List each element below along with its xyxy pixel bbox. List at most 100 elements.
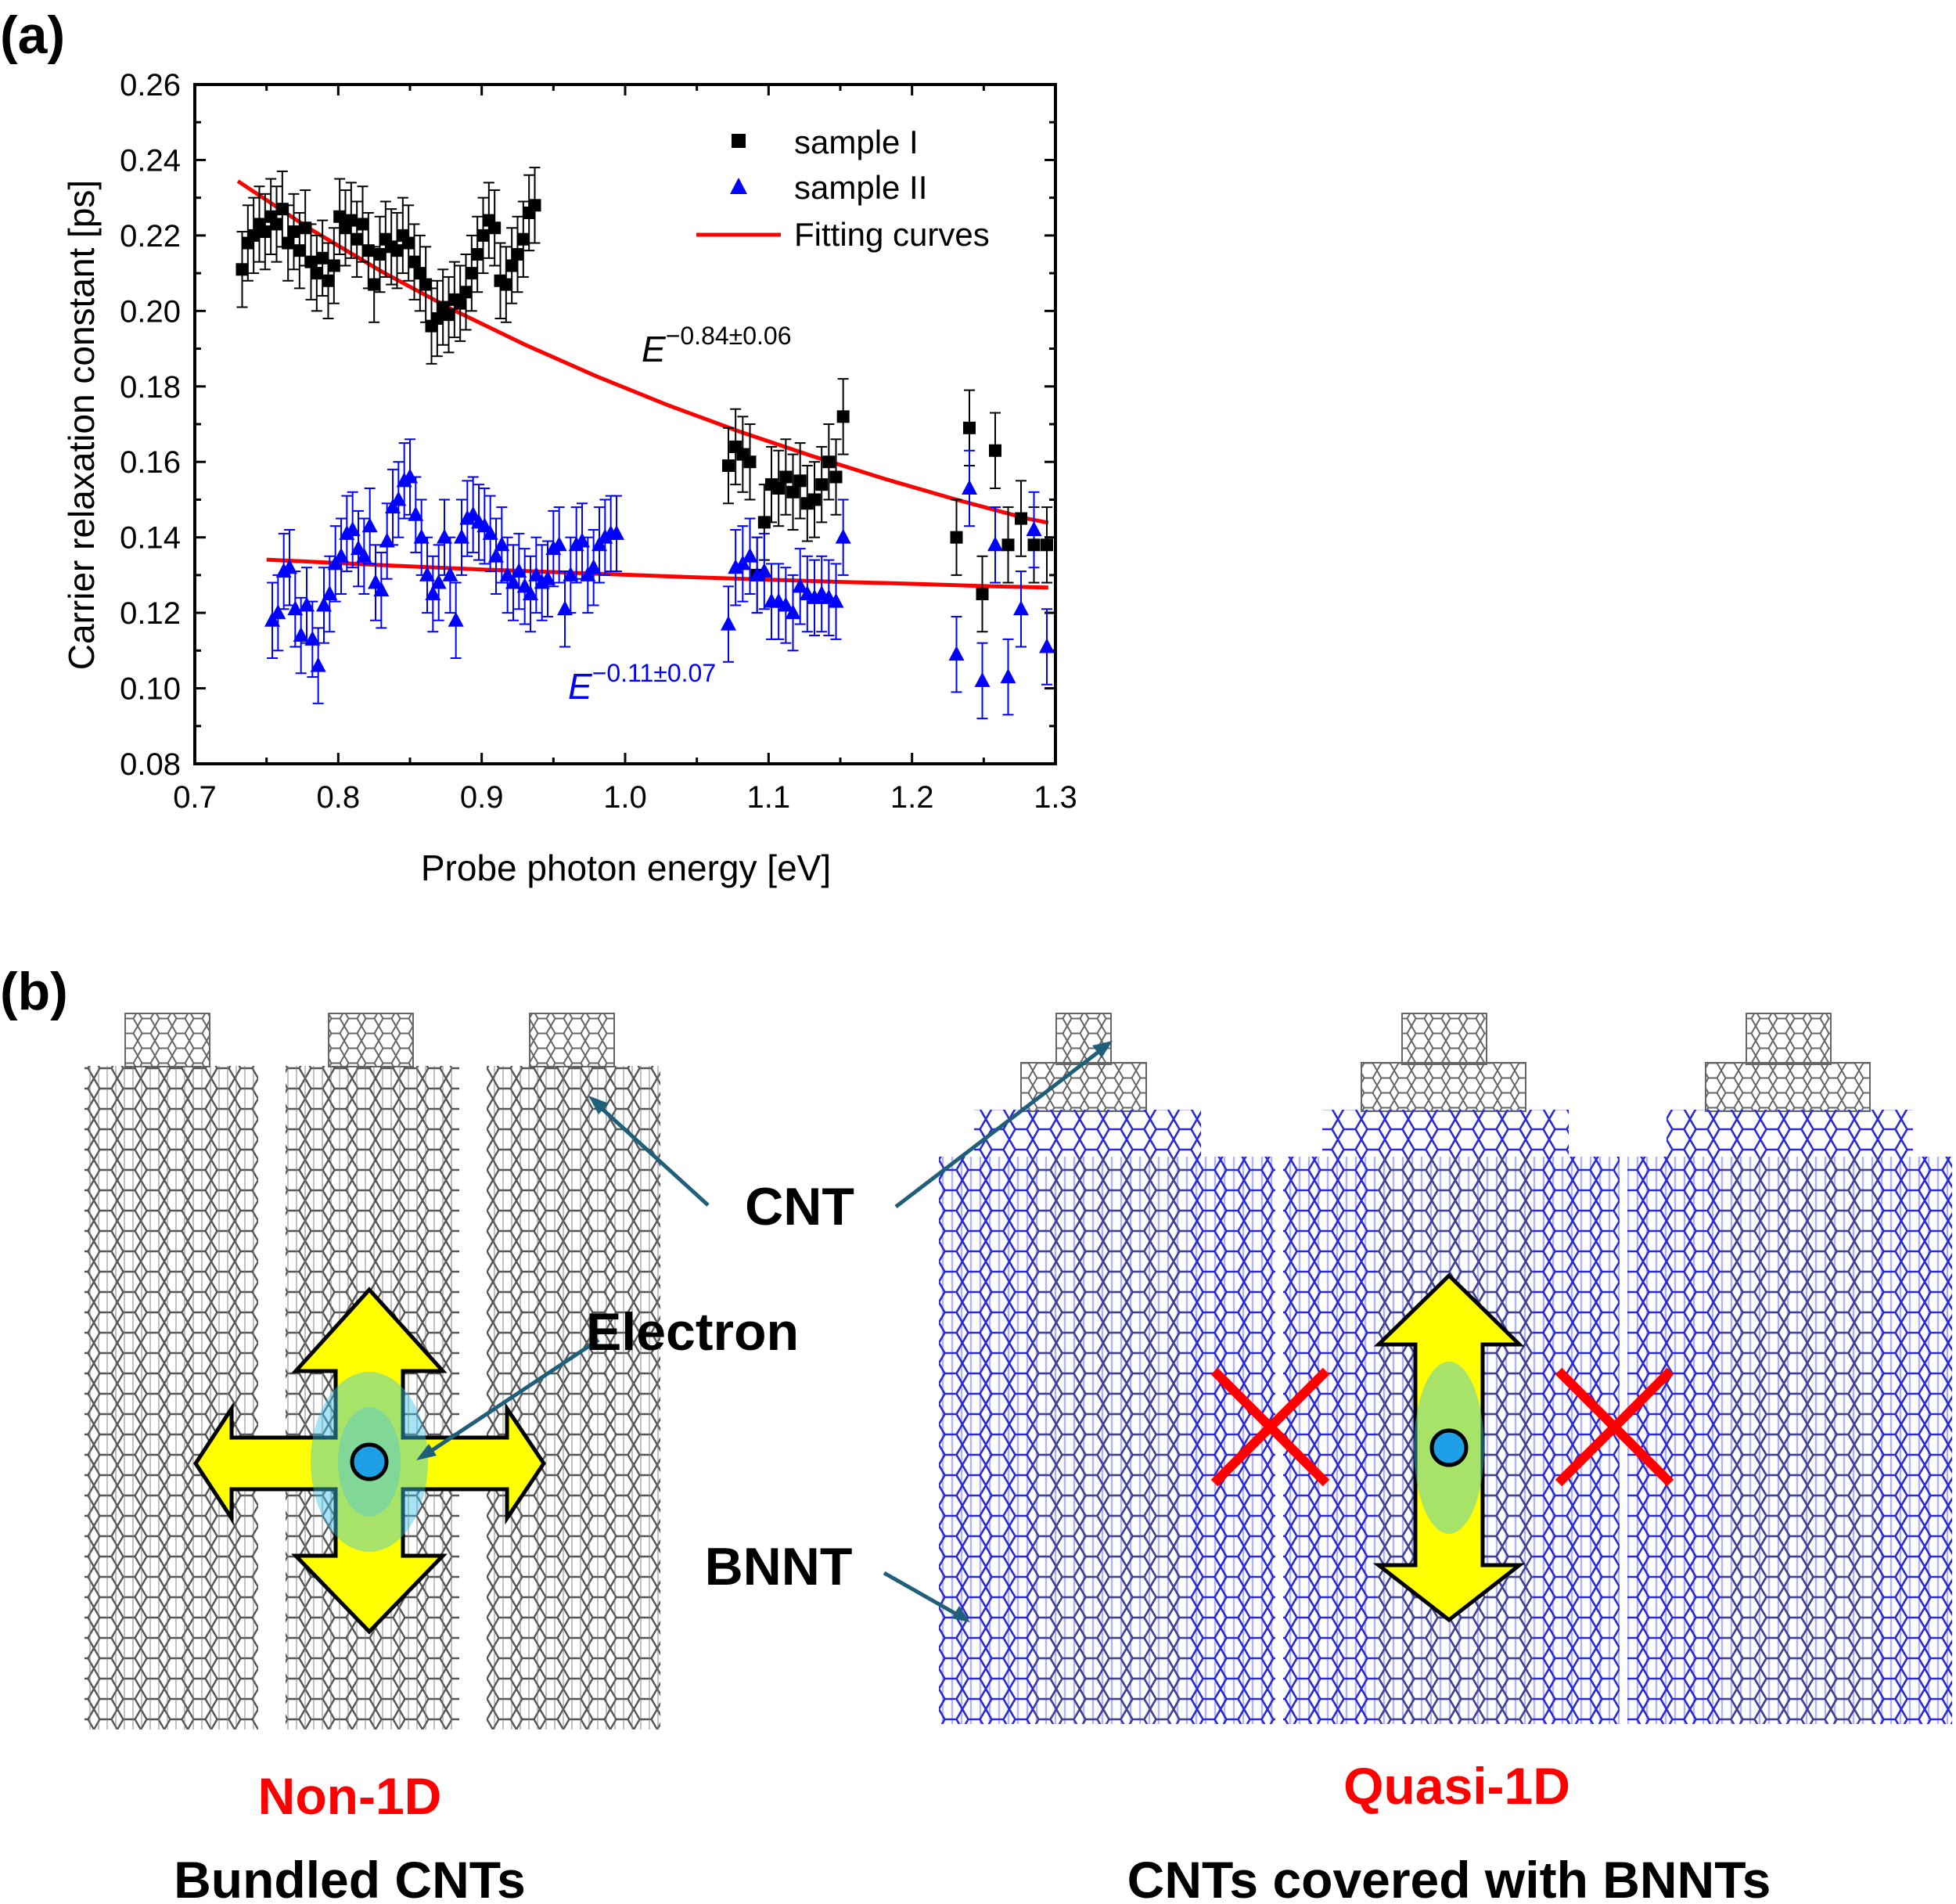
y-tick-label: 0.26 [120,68,181,103]
data-point-sample-i [1015,512,1027,525]
data-point-sample-i [822,455,836,469]
data-point-sample-ii [511,563,527,578]
data-point-sample-ii [442,566,458,581]
data-point-sample-i [299,221,312,235]
data-point-sample-ii [322,585,338,600]
data-points [236,199,1055,687]
data-point-sample-i [1041,538,1053,552]
data-point-sample-i [356,218,369,231]
legend-label-fitting: Fitting curves [794,216,990,253]
data-point-sample-ii [749,566,765,581]
y-tick-label: 0.16 [120,445,181,480]
panel-b-label: (b) [0,962,68,1021]
data-point-sample-ii [1039,638,1055,653]
data-point-sample-i [499,278,512,291]
legend-marker-sample-ii [730,178,747,194]
blocked-cross-icon [1555,1367,1674,1487]
data-point-sample-ii [385,498,401,514]
data-point-sample-i [511,248,524,261]
data-point-sample-i [786,485,800,498]
data-point-sample-ii [585,559,602,574]
data-point-sample-ii [437,528,452,544]
y-tick-label: 0.18 [120,370,181,405]
bundled-cnts-caption: Bundled CNTs [174,1851,526,1904]
cnt-cap [328,1013,414,1067]
pointer-cnt-right [894,1046,1106,1208]
label-pointers [416,1041,1113,1622]
data-point-sample-i [1027,538,1041,552]
cnt-cap [529,1013,615,1067]
data-point-sample-i [471,248,484,261]
y-tick-label: 0.10 [120,672,181,707]
y-tick-label: 0.14 [120,521,181,556]
data-point-sample-i [270,218,283,231]
data-point-sample-i [419,278,433,291]
data-point-sample-i [236,263,249,276]
data-point-sample-i [368,278,381,291]
data-point-sample-i [344,214,358,227]
error-bars [236,167,1052,720]
data-point-sample-ii [540,570,556,585]
data-point-sample-ii [974,671,991,687]
legend-marker-sample-i [732,134,746,148]
y-tick-label: 0.20 [120,294,181,329]
data-point-sample-ii [413,528,430,544]
data-point-sample-ii [408,506,424,521]
data-point-sample-ii [785,604,801,620]
data-point-sample-i [333,210,347,223]
data-point-sample-ii [361,517,378,533]
data-point-sample-i [282,236,295,250]
panel-a-label: (a) [0,5,65,65]
data-point-sample-ii [282,559,297,574]
legend: sample I sample II Fitting curves [696,124,990,253]
data-point-sample-ii [448,611,464,627]
data-point-sample-ii [316,596,332,612]
data-point-sample-i [505,259,519,272]
x-tick-label: 0.8 [317,780,361,815]
x-axis: 0.7 0.8 0.9 1.0 1.1 1.2 1.3 [173,85,1077,815]
data-point-sample-i [408,255,421,268]
data-point-sample-ii [778,596,794,612]
data-point-sample-ii [482,524,498,540]
data-point-sample-ii [728,559,744,574]
data-point-sample-i [963,421,976,434]
cnt-core [1721,1157,1878,1724]
data-point-sample-ii [807,588,822,604]
data-point-sample-i [316,251,329,265]
data-point-sample-ii [425,585,441,600]
data-point-sample-ii [304,630,321,646]
data-point-sample-i [293,244,306,257]
data-point-sample-i [287,225,300,239]
data-point-sample-ii [792,578,808,593]
data-point-sample-i [757,516,771,529]
data-point-sample-ii [962,479,977,495]
data-point-sample-i [361,244,375,257]
fit-annotation-sample-i: E−0.84±0.06 [642,322,792,369]
data-point-sample-ii [721,615,736,631]
legend-label-sample-i: sample I [794,124,919,160]
data-point-sample-i [327,259,340,272]
data-point-sample-i [793,474,807,488]
data-point-sample-ii [419,566,435,581]
data-point-sample-i [829,470,843,484]
data-point-sample-ii [430,574,447,589]
data-point-sample-i [1001,538,1015,552]
y-tick-label: 0.12 [120,596,181,631]
electron-icon [350,1442,389,1481]
data-point-sample-i [373,248,387,261]
x-tick-label: 1.3 [1034,780,1077,815]
bundled-cnts-illustration [84,1013,660,1729]
chart-panel-a: 0.08 0.10 0.12 0.14 0.16 0.18 0.20 0.22 0.24 0.26… [61,68,1077,888]
data-point-sample-ii [609,524,624,540]
data-point-sample-i [976,588,989,600]
bnnt-label: BNNT [705,1537,853,1596]
data-point-sample-ii [580,566,596,581]
data-point-sample-i [465,267,478,280]
data-point-sample-i [779,470,793,484]
data-point-sample-ii [563,566,579,581]
data-point-sample-i [950,531,963,544]
quasi-1d-title: Quasi-1D [1343,1757,1570,1815]
data-point-sample-i [454,297,467,310]
data-point-sample-i [528,199,541,212]
